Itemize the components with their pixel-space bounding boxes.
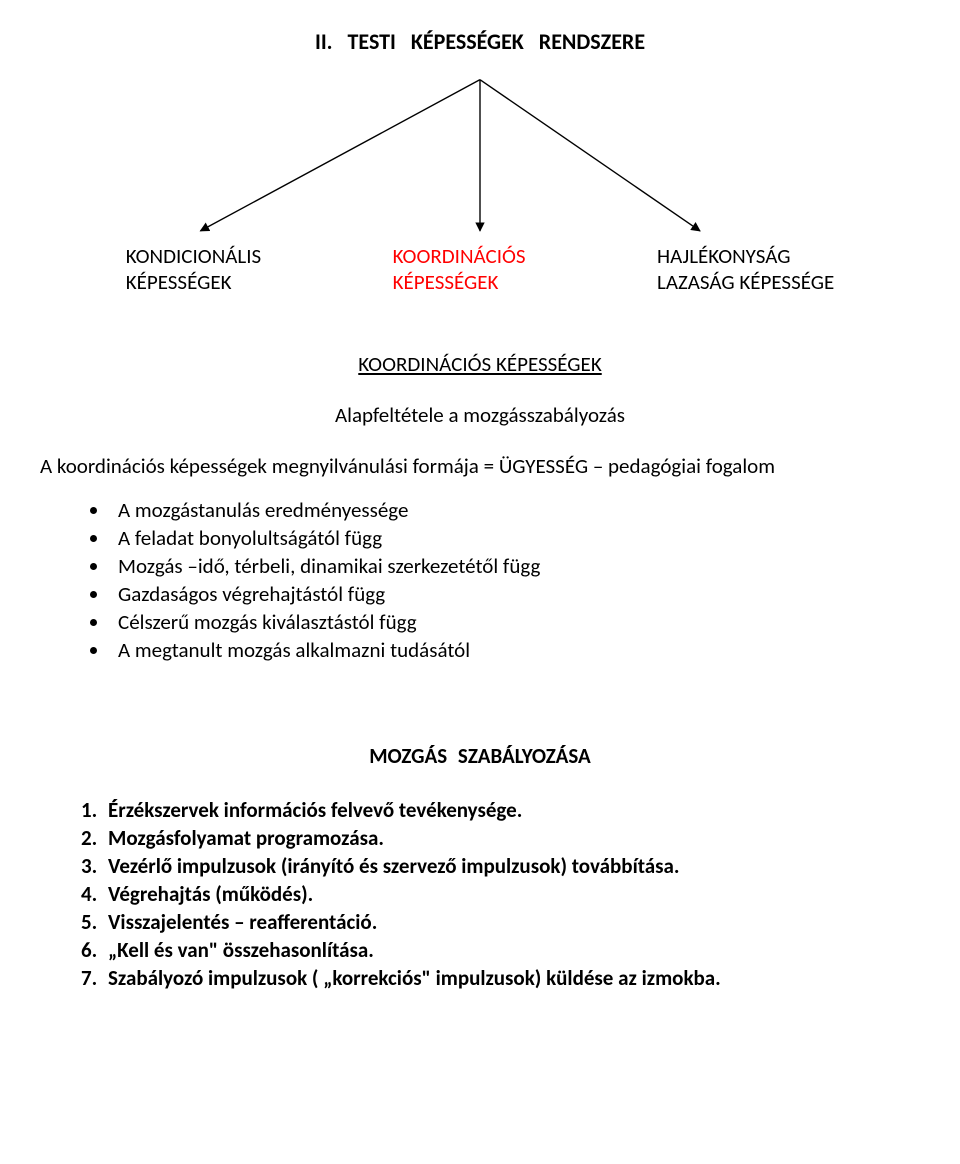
- bullet-item: A feladat bonyolultságától függ: [110, 525, 920, 551]
- branch-3-line1: HAJLÉKONYSÁG: [657, 243, 790, 269]
- numbered-item: Érzékszervek információs felvevő tevéken…: [102, 797, 920, 823]
- page-title: II. TESTI KÉPESSÉGEK RENDSZERE: [40, 28, 920, 55]
- numbered-item: Végrehajtás (működés).: [102, 881, 920, 907]
- numbered-item: „Kell és van" összehasonlítása.: [102, 937, 920, 963]
- page: II. TESTI KÉPESSÉGEK RENDSZERE KONDICION…: [0, 0, 960, 1164]
- bullet-item: Gazdaságos végrehajtástól függ: [110, 581, 920, 607]
- numbered-list: Érzékszervek információs felvevő tevéken…: [40, 797, 920, 991]
- numbered-item: Mozgásfolyamat programozása.: [102, 825, 920, 851]
- bullet-item: A megtanult mozgás alkalmazni tudásától: [110, 637, 920, 663]
- lead-line: A koordinációs képességek megnyilvánulás…: [40, 453, 920, 479]
- branch-labels: KONDICIONÁLIS KÉPESSÉGEK KOORDINÁCIÓS KÉ…: [60, 243, 900, 296]
- subsection-title: KOORDINÁCIÓS KÉPESSÉGEK: [40, 351, 920, 377]
- bullet-item: Mozgás –idő, térbeli, dinamikai szerkeze…: [110, 553, 920, 579]
- bullet-item: A mozgástanulás eredményessége: [110, 497, 920, 523]
- branch-1-line2: KÉPESSÉGEK: [126, 269, 232, 295]
- numbered-item: Szabályozó impulzusok ( „korrekciós" imp…: [102, 965, 920, 991]
- tree-diagram: [40, 63, 920, 243]
- bullet-item: Célszerű mozgás kiválasztástól függ: [110, 609, 920, 635]
- numbered-item: Visszajelentés – reafferentáció.: [102, 909, 920, 935]
- branch-3-line2: LAZASÁG KÉPESSÉGE: [657, 269, 834, 295]
- branch-2-line1: KOORDINÁCIÓS: [393, 243, 526, 269]
- branch-label-3: HAJLÉKONYSÁG LAZASÁG KÉPESSÉGE: [657, 243, 834, 296]
- bullet-list: A mozgástanulás eredményességeA feladat …: [40, 497, 920, 663]
- section-heading: MOZGÁS SZABÁLYOZÁSA: [40, 743, 920, 769]
- branch-label-2: KOORDINÁCIÓS KÉPESSÉGEK: [393, 243, 526, 296]
- branch-1-line1: KONDICIONÁLIS: [126, 243, 261, 269]
- subsection-subtext: Alapfeltétele a mozgásszabályozás: [40, 402, 920, 428]
- numbered-item: Vezérlő impulzusok (irányító és szervező…: [102, 853, 920, 879]
- branch-label-1: KONDICIONÁLIS KÉPESSÉGEK: [126, 243, 261, 296]
- branch-2-line2: KÉPESSÉGEK: [393, 269, 499, 295]
